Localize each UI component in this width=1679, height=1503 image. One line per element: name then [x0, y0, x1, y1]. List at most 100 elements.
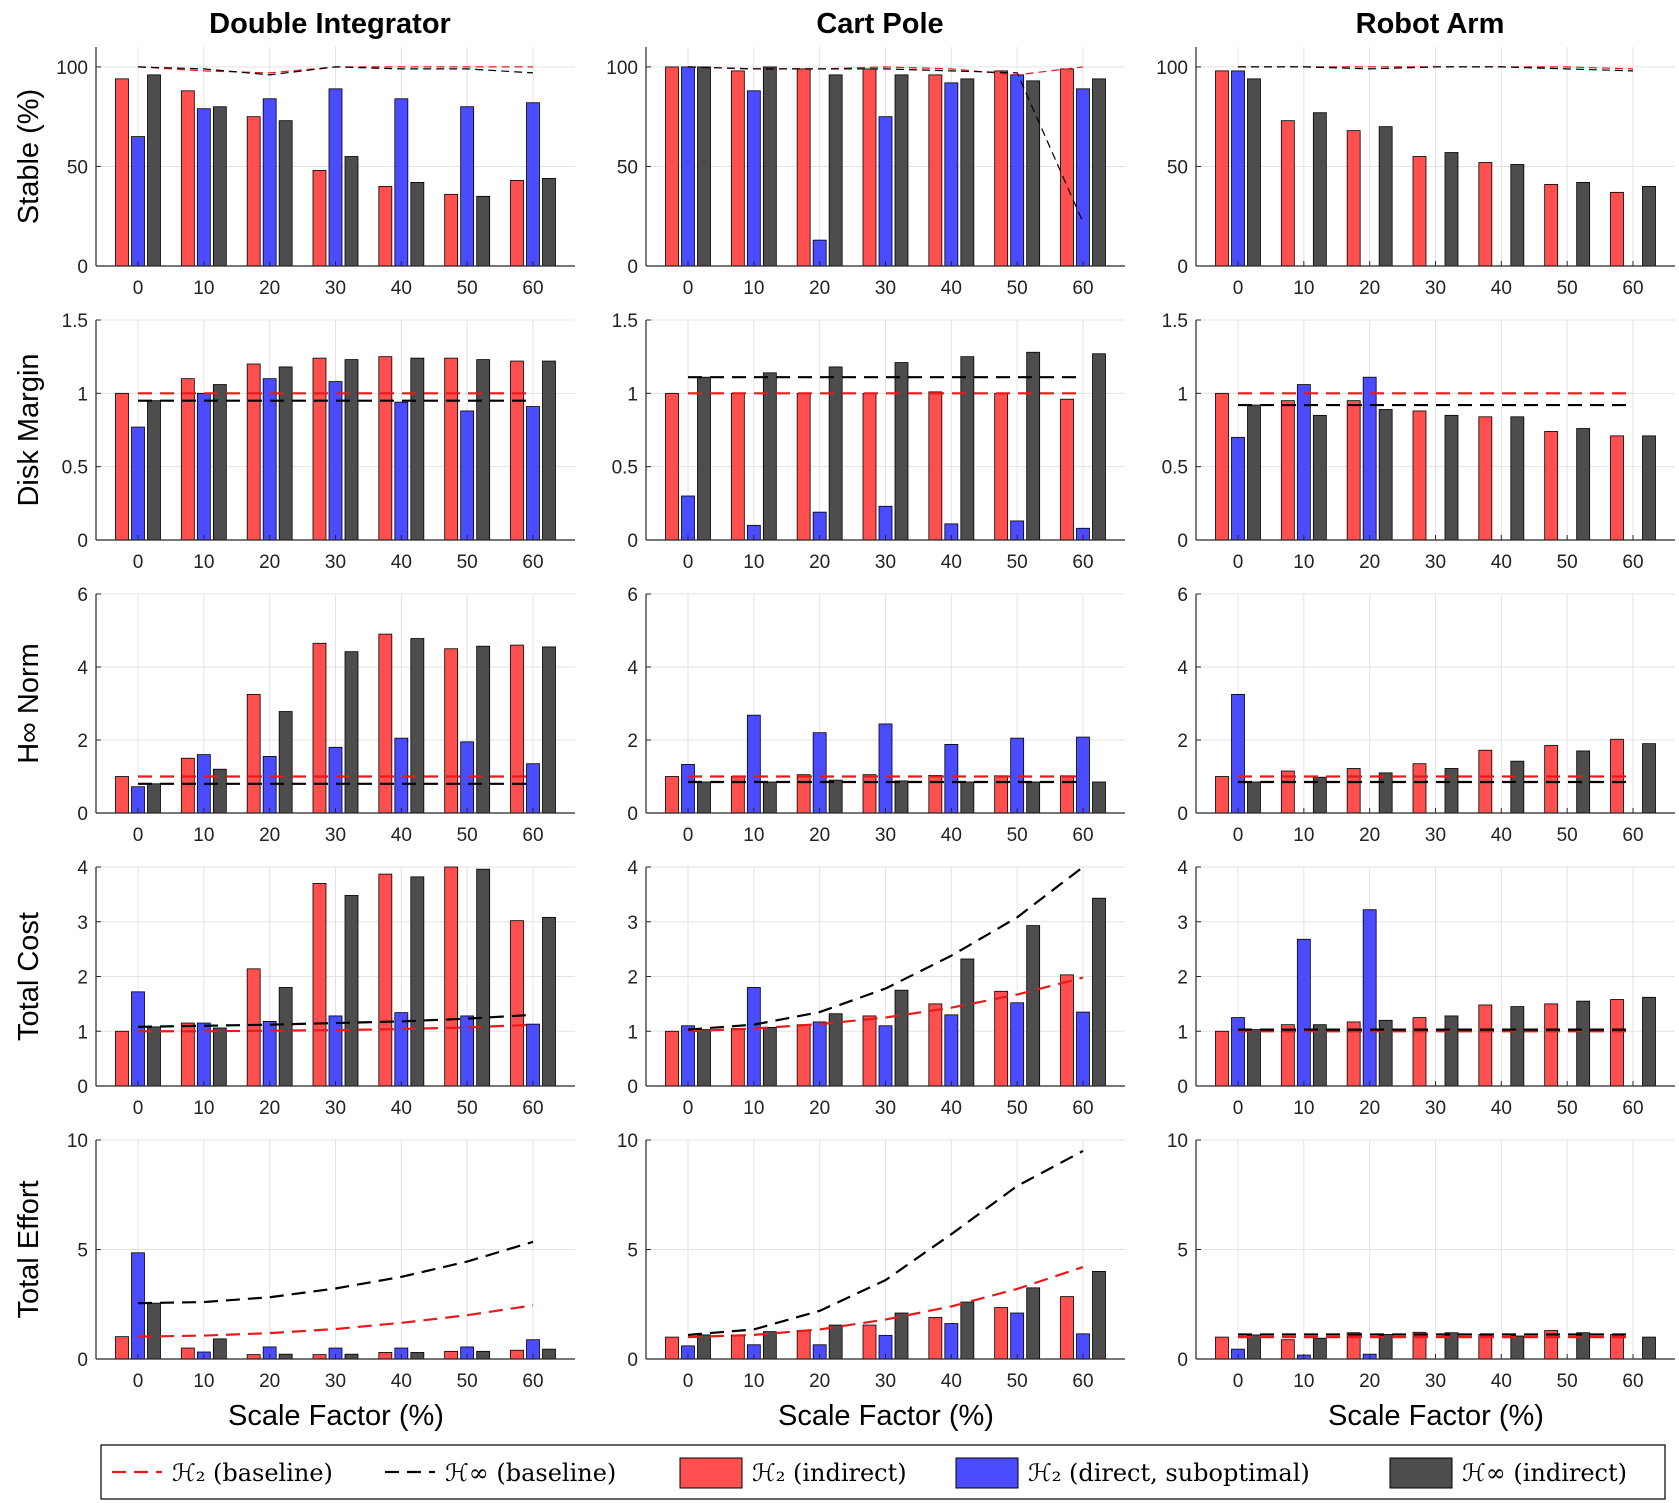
- bar-hinf-indirect-0: [697, 1029, 711, 1087]
- bar-hinf-indirect-40: [410, 876, 425, 1087]
- bar-h2-indirect-50: [444, 357, 459, 541]
- x-tick-label-60: 60: [1622, 1371, 1643, 1392]
- x-tick-label-50: 50: [457, 552, 478, 573]
- bar-hinf-indirect-30: [344, 895, 359, 1087]
- y-tick-label-3: 3: [77, 913, 88, 934]
- bar-h2-indirect-50: [994, 1307, 1009, 1360]
- x-tick-label-0: 0: [683, 552, 694, 573]
- legend-label-hinf-indirect: ℋ∞ (indirect): [1462, 1459, 1627, 1487]
- y-tick-label-0: 0: [1177, 531, 1188, 552]
- bar-h2-direct-0: [1231, 70, 1245, 267]
- bar-hinf-indirect-0: [1247, 404, 1261, 541]
- bar-h2-indirect-10: [180, 1347, 195, 1360]
- bar-hinf-indirect-0: [147, 1026, 161, 1087]
- bar-h2-direct-40: [394, 98, 409, 267]
- bar-h2-indirect-0: [665, 66, 679, 267]
- bar-hinf-indirect-50: [1576, 428, 1591, 541]
- bar-h2-indirect-50: [444, 1350, 459, 1360]
- bar-h2-indirect-40: [1478, 416, 1493, 541]
- bar-h2-indirect-40: [928, 1003, 943, 1087]
- bar-h2-indirect-60: [510, 1349, 524, 1360]
- bar-h2-indirect-10: [1280, 120, 1295, 267]
- y-tick-label-1: 50: [1167, 157, 1188, 178]
- bar-h2-direct-40: [944, 743, 959, 814]
- y-tick-label-2: 1: [1177, 384, 1188, 405]
- x-tick-label-20: 20: [809, 552, 830, 573]
- y-tick-label-0: 0: [627, 531, 638, 552]
- bar-h2-indirect-50: [994, 70, 1009, 267]
- y-tick-label-0: 0: [77, 804, 88, 825]
- x-tick-label-20: 20: [259, 552, 280, 573]
- bar-h2-indirect-10: [180, 1022, 195, 1087]
- bar-h2-indirect-30: [862, 1324, 877, 1360]
- bar-hinf-indirect-20: [1378, 126, 1393, 267]
- bar-h2-direct-60: [1076, 88, 1090, 267]
- bar-h2-indirect-40: [928, 74, 943, 267]
- x-tick-label-40: 40: [1491, 825, 1512, 846]
- bar-h2-indirect-0: [115, 776, 129, 814]
- y-tick-label-0: 0: [77, 1350, 88, 1371]
- bar-hinf-indirect-60: [1642, 435, 1656, 541]
- y-tick-label-0: 0: [627, 1350, 638, 1371]
- x-tick-label-20: 20: [809, 1371, 830, 1392]
- bar-hinf-indirect-10: [212, 1338, 227, 1360]
- y-tick-label-3: 1.5: [62, 311, 88, 332]
- baseline-hinf-baseline: [687, 866, 1084, 1031]
- bar-h2-indirect-50: [1544, 1003, 1559, 1087]
- bar-hinf-indirect-0: [147, 1302, 161, 1360]
- bar-hinf-indirect-40: [410, 357, 425, 541]
- bar-hinf-indirect-60: [1092, 353, 1106, 541]
- bar-hinf-indirect-60: [542, 1348, 556, 1360]
- bar-h2-indirect-40: [378, 356, 393, 541]
- bar-h2-direct-0: [1231, 436, 1245, 541]
- x-tick-label-60: 60: [1072, 825, 1093, 846]
- y-axis-label-total-effort: Total Effort: [13, 1180, 45, 1318]
- bar-h2-indirect-60: [510, 360, 524, 541]
- y-tick-label-2: 4: [1177, 658, 1188, 679]
- bar-h2-indirect-0: [665, 776, 679, 814]
- x-tick-label-30: 30: [325, 825, 346, 846]
- panel-disk-margin-double-integrator: 0 0.5 1 1.5 0 10 20 30 40 50 60 Disk Margin: [13, 311, 575, 573]
- baseline-hinf-baseline: [137, 1240, 534, 1305]
- bar-hinf-indirect-50: [1026, 925, 1041, 1087]
- y-tick-label-1: 1: [77, 1022, 88, 1043]
- x-tick-label-0: 0: [133, 1371, 144, 1392]
- bar-h2-direct-60: [526, 1023, 540, 1087]
- bar-h2-direct-0: [681, 66, 695, 267]
- bar-hinf-indirect-20: [828, 74, 843, 267]
- bar-h2-direct-40: [944, 1014, 959, 1087]
- bar-h2-direct-0: [131, 1252, 145, 1360]
- bar-h2-direct-50: [1010, 1312, 1025, 1360]
- x-tick-label-10: 10: [743, 825, 764, 846]
- bar-h2-direct-40: [394, 1012, 409, 1087]
- bar-hinf-indirect-40: [960, 356, 975, 541]
- bar-hinf-indirect-60: [1092, 781, 1106, 814]
- baseline-hinf-baseline: [137, 66, 534, 76]
- x-tick-label-50: 50: [1557, 278, 1578, 299]
- bar-h2-indirect-40: [378, 633, 393, 814]
- x-tick-label-50: 50: [457, 825, 478, 846]
- x-tick-label-10: 10: [193, 278, 214, 299]
- bar-h2-indirect-0: [1215, 70, 1229, 267]
- bar-hinf-indirect-0: [1247, 1334, 1261, 1360]
- bar-h2-direct-40: [394, 401, 409, 541]
- bar-h2-direct-0: [131, 991, 145, 1087]
- x-tick-label-0: 0: [1233, 1098, 1244, 1119]
- bar-h2-indirect-20: [246, 116, 261, 267]
- legend-label-hinf-baseline: ℋ∞ (baseline): [445, 1459, 616, 1487]
- x-tick-label-0: 0: [1233, 1371, 1244, 1392]
- bar-h2-direct-20: [812, 732, 827, 814]
- bar-hinf-indirect-50: [476, 868, 491, 1087]
- x-tick-label-50: 50: [1557, 1098, 1578, 1119]
- bar-hinf-indirect-20: [1378, 409, 1393, 541]
- bar-h2-indirect-30: [312, 642, 327, 814]
- bar-hinf-indirect-30: [344, 651, 359, 814]
- y-tick-label-0: 0: [77, 257, 88, 278]
- bar-hinf-indirect-0: [697, 66, 711, 267]
- bar-h2-indirect-40: [1478, 162, 1493, 267]
- bar-h2-direct-60: [1076, 1011, 1090, 1087]
- bar-h2-indirect-0: [665, 392, 679, 541]
- y-axis-label-hinf-norm: H∞ Norm: [13, 643, 45, 764]
- y-tick-label-0: 0: [627, 257, 638, 278]
